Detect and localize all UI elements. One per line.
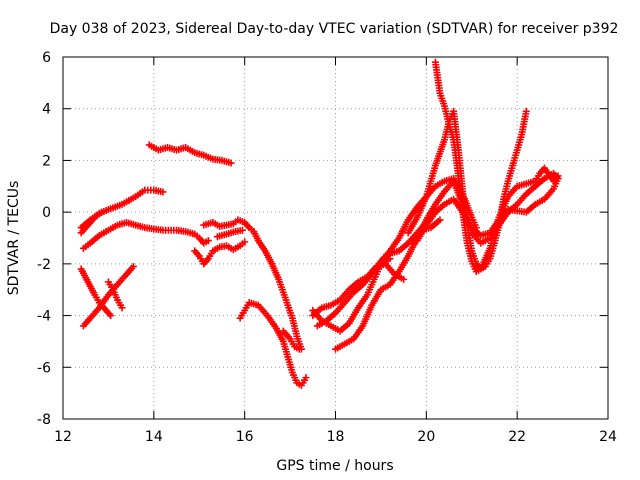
series-track-k <box>236 299 310 389</box>
series-track-p <box>332 169 562 353</box>
data-point <box>436 216 444 224</box>
data-point <box>227 159 235 167</box>
series-track-h <box>191 238 249 268</box>
data-point <box>159 188 167 196</box>
series-track-c <box>77 208 106 237</box>
series-track-g <box>145 141 235 167</box>
series-track-i <box>200 216 305 353</box>
data-point <box>241 238 249 246</box>
y-tick-label: 0 <box>42 205 51 221</box>
series-track-e <box>79 262 137 330</box>
y-tick-label: -6 <box>37 360 51 376</box>
data-point <box>204 237 212 245</box>
series-track-j <box>213 226 246 241</box>
data-point <box>98 208 106 216</box>
series-track-t <box>431 58 562 276</box>
x-tick-label: 20 <box>417 429 435 445</box>
y-tick-label: 6 <box>42 50 51 66</box>
x-tick-label: 24 <box>599 429 617 445</box>
series-track-l <box>279 327 303 353</box>
data-point <box>400 275 408 283</box>
x-tick-label: 16 <box>236 429 254 445</box>
y-tick-label: 4 <box>42 102 51 118</box>
data-point <box>129 262 137 270</box>
data-point <box>522 107 530 115</box>
series-track-m <box>309 260 408 320</box>
data-points <box>77 58 562 389</box>
y-axis-label: SDTVAR / TECUs <box>6 181 22 296</box>
chart-title: Day 038 of 2023, Sidereal Day-to-day VTE… <box>50 21 619 37</box>
x-tick-label: 14 <box>145 429 163 445</box>
x-tick-label: 12 <box>54 429 72 445</box>
series-track-u <box>409 216 444 247</box>
data-point <box>107 312 115 320</box>
x-tick-label: 22 <box>508 429 526 445</box>
x-tick-label: 18 <box>327 429 345 445</box>
data-point <box>295 345 303 353</box>
data-point <box>118 304 126 312</box>
data-point <box>238 226 246 234</box>
data-point <box>554 172 562 180</box>
data-point <box>302 374 310 382</box>
y-tick-label: 2 <box>42 153 51 169</box>
y-tick-label: -4 <box>37 309 51 325</box>
y-tick-label: -2 <box>37 257 51 273</box>
series-track-f <box>104 278 126 312</box>
x-axis-label: GPS time / hours <box>276 458 393 474</box>
y-tick-label: -8 <box>37 412 51 428</box>
data-point <box>386 255 394 263</box>
series-track-b <box>79 218 212 252</box>
